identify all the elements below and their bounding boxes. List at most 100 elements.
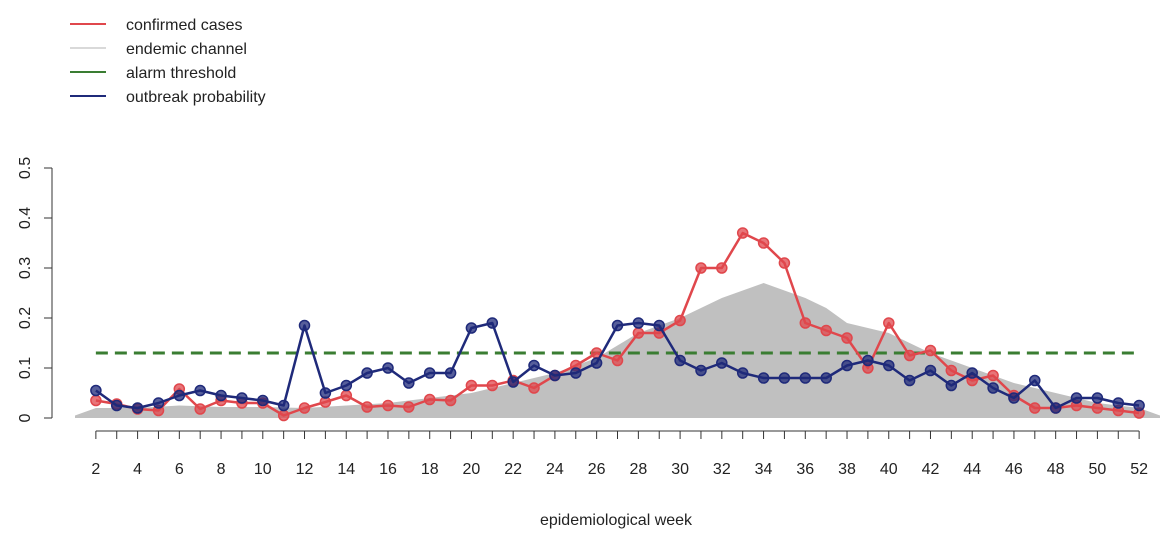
x-tick-label: 4 <box>133 461 142 478</box>
series-layer <box>90 227 1145 422</box>
confirmed-cases-point <box>90 394 102 407</box>
confirmed-cases-point <box>486 379 499 392</box>
confirmed-cases-point <box>674 314 686 327</box>
outbreak-probability-point <box>716 357 728 369</box>
outbreak-probability-point <box>945 379 958 392</box>
confirmed-cases-point <box>298 402 311 414</box>
x-tick-label: 12 <box>296 461 314 478</box>
outbreak-probability-point <box>903 374 916 387</box>
outbreak-probability-point <box>486 317 499 329</box>
confirmed-cases-point <box>841 332 853 344</box>
outbreak-probability-point <box>1070 392 1083 404</box>
confirmed-cases-point <box>611 354 624 367</box>
outbreak-probability-point <box>507 376 519 388</box>
outbreak-probability-point <box>131 402 144 414</box>
legend-label: endemic channel <box>126 41 247 58</box>
outbreak-probability-point <box>110 399 123 412</box>
x-tick-label: 2 <box>91 461 100 478</box>
legend-label: outbreak probability <box>126 89 266 106</box>
outbreak-probability-point <box>883 359 895 372</box>
outbreak-probability-point <box>590 357 603 369</box>
outbreak-probability-point <box>924 364 937 377</box>
y-tick-label: 0.5 <box>17 157 34 179</box>
outbreak-probability-point <box>736 367 749 379</box>
outbreak-probability-point <box>298 319 311 332</box>
confirmed-cases-point <box>716 262 728 274</box>
x-tick-label: 26 <box>588 461 606 478</box>
outbreak-probability-point <box>862 354 874 367</box>
x-tick-label: 6 <box>175 461 184 478</box>
confirmed-cases-point <box>528 382 540 394</box>
confirmed-cases-point <box>403 401 415 413</box>
x-tick-label: 10 <box>254 461 272 478</box>
confirmed-cases-point <box>194 403 206 415</box>
x-tick-label: 34 <box>755 461 773 478</box>
x-tick-label: 14 <box>337 461 355 478</box>
outbreak-probability-point <box>257 394 269 407</box>
axes-layer: 00.10.20.30.40.52 4 6 8 10 12 14 16 18 20 22 24 26 28… <box>17 157 1148 478</box>
legend-label: confirmed cases <box>126 17 243 34</box>
endemic-channel-area <box>75 283 1160 418</box>
y-tick-label: 0.3 <box>17 257 34 279</box>
outbreak-probability-point <box>820 372 832 384</box>
outbreak-probability-point <box>570 367 582 379</box>
outbreak-probability-point <box>444 367 457 379</box>
confirmed-cases-point <box>757 237 770 249</box>
y-tick-label: 0.1 <box>17 357 34 379</box>
outbreak-probability-point <box>382 362 394 374</box>
x-tick-label: 18 <box>421 461 439 478</box>
outbreak-probability-point <box>611 319 624 332</box>
outbreak-probability-point <box>152 397 165 409</box>
confirmed-cases-point <box>277 409 290 422</box>
x-tick-label: 16 <box>379 461 397 478</box>
x-tick-label: 48 <box>1047 461 1065 478</box>
outbreak-probability-point <box>1008 392 1020 404</box>
y-tick-label: 0.4 <box>17 207 34 229</box>
outbreak-probability-point <box>987 382 999 394</box>
x-tick-label: 46 <box>1005 461 1023 478</box>
outbreak-probability-point <box>778 372 791 384</box>
outbreak-probability-point <box>403 377 415 389</box>
confirmed-cases-point <box>987 369 999 382</box>
x-tick-label: 52 <box>1130 461 1148 478</box>
outbreak-probability-point <box>674 354 686 367</box>
outbreak-probability-point <box>194 384 206 397</box>
legend: confirmed cases endemic channel alarm thre… <box>70 17 266 106</box>
confirmed-cases-point <box>632 327 645 339</box>
confirmed-cases-point <box>778 257 791 269</box>
outbreak-probability-point <box>549 369 561 382</box>
x-tick-label: 32 <box>713 461 731 478</box>
x-tick-label: 38 <box>838 461 856 478</box>
legend-label: alarm threshold <box>126 65 236 82</box>
outbreak-probability-point <box>695 364 707 377</box>
confirmed-cases-point <box>903 349 916 362</box>
outbreak-probability-point <box>757 372 770 384</box>
x-axis-title: epidemiological week <box>540 512 693 529</box>
confirmed-cases-point <box>799 317 812 329</box>
x-tick-label: 8 <box>217 461 226 478</box>
outbreak-probability-point <box>653 319 665 332</box>
x-tick-label: 42 <box>922 461 940 478</box>
outbreak-probability-point <box>966 367 978 379</box>
confirmed-cases-point <box>736 227 749 239</box>
x-tick-label: 30 <box>671 461 689 478</box>
outbreak-probability-point <box>236 392 248 404</box>
outbreak-probability-point <box>465 322 478 334</box>
outbreak-probability-point <box>319 387 332 399</box>
confirmed-cases-point <box>1091 402 1104 414</box>
confirmed-cases-point <box>945 364 958 377</box>
confirmed-cases-point <box>382 399 394 412</box>
outbreak-probability-point <box>361 367 373 379</box>
outbreak-probability-point <box>1133 399 1145 412</box>
confirmed-cases-point <box>361 401 373 413</box>
outbreak-probability-point <box>1029 374 1041 387</box>
x-tick-label: 24 <box>546 461 564 478</box>
confirmed-cases-point <box>883 317 895 329</box>
outbreak-probability-point <box>340 379 353 392</box>
y-tick-label: 0.2 <box>17 307 34 329</box>
outbreak-probability-point <box>1112 397 1125 409</box>
x-tick-label: 50 <box>1089 461 1107 478</box>
confirmed-cases-point <box>423 393 436 406</box>
confirmed-cases-point <box>924 344 937 357</box>
